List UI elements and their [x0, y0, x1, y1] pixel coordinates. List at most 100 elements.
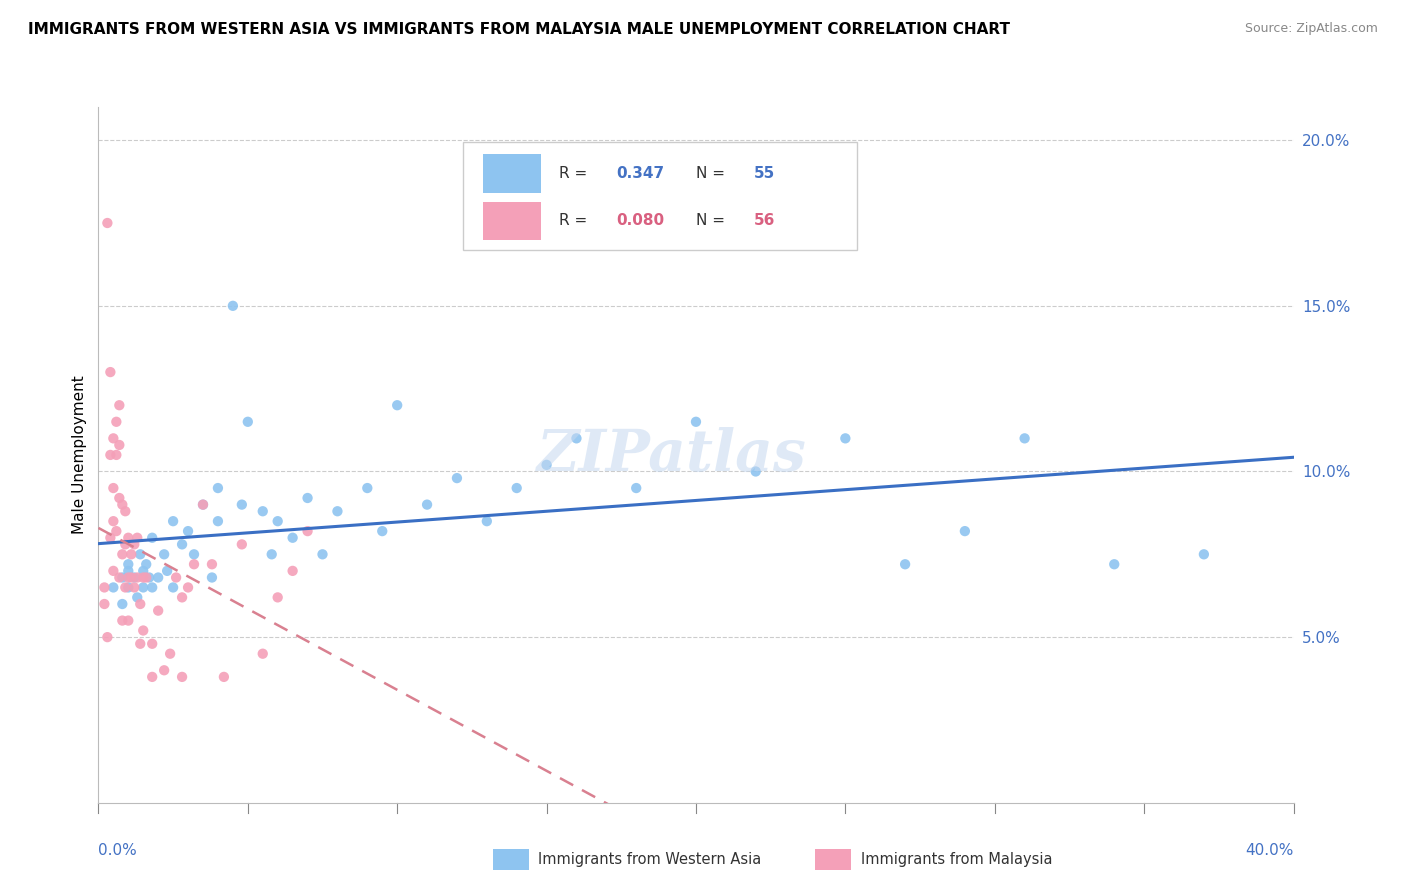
Point: [135, 558, 157, 572]
Point: [103, 431, 125, 445]
FancyBboxPatch shape: [484, 202, 540, 240]
Text: Immigrants from Western Asia: Immigrants from Western Asia: [538, 853, 762, 867]
Point: [111, 614, 134, 628]
Point: [267, 591, 290, 605]
Point: [117, 614, 139, 628]
Point: [129, 597, 152, 611]
Point: [100, 365, 122, 379]
Text: IMMIGRANTS FROM WESTERN ASIA VS IMMIGRANTS FROM MALAYSIA MALE UNEMPLOYMENT CORRE: IMMIGRANTS FROM WESTERN ASIA VS IMMIGRAN…: [28, 22, 1010, 37]
Point: [117, 570, 139, 584]
Point: [191, 498, 214, 512]
Point: [172, 591, 194, 605]
Point: [326, 504, 349, 518]
Text: 0.347: 0.347: [616, 166, 664, 181]
Point: [953, 524, 976, 538]
Point: [120, 570, 142, 584]
Point: [172, 670, 194, 684]
Point: [236, 415, 259, 429]
Point: [162, 514, 184, 528]
Point: [114, 504, 136, 518]
Point: [141, 581, 163, 595]
Text: N =: N =: [696, 213, 730, 228]
Point: [138, 570, 160, 584]
Point: [111, 597, 134, 611]
Point: [108, 570, 131, 584]
Point: [165, 570, 187, 584]
Point: [475, 514, 498, 528]
Point: [108, 491, 131, 505]
Point: [114, 537, 136, 551]
Point: [117, 558, 139, 572]
Point: [120, 547, 142, 561]
Text: ZIPatlas: ZIPatlas: [537, 426, 807, 483]
Point: [124, 537, 146, 551]
Text: 55: 55: [754, 166, 775, 181]
Point: [124, 581, 146, 595]
Point: [222, 299, 245, 313]
Text: 56: 56: [754, 213, 775, 228]
Point: [281, 564, 304, 578]
Point: [260, 547, 283, 561]
Point: [212, 670, 235, 684]
Point: [132, 624, 155, 638]
Point: [201, 570, 224, 584]
Point: [191, 498, 214, 512]
Point: [108, 398, 131, 412]
Point: [207, 481, 229, 495]
Point: [93, 597, 115, 611]
Text: R =: R =: [558, 166, 592, 181]
Text: Immigrants from Malaysia: Immigrants from Malaysia: [860, 853, 1053, 867]
Point: [834, 431, 856, 445]
Point: [446, 471, 468, 485]
Point: [124, 570, 146, 584]
Point: [103, 581, 125, 595]
Point: [177, 524, 200, 538]
Text: 0.0%: 0.0%: [98, 843, 138, 857]
Point: [114, 581, 136, 595]
Point: [177, 581, 200, 595]
Point: [103, 514, 125, 528]
Point: [111, 570, 134, 584]
Point: [153, 547, 176, 561]
Point: [127, 570, 149, 584]
Point: [93, 581, 115, 595]
Point: [1104, 558, 1126, 572]
Point: [103, 481, 125, 495]
Point: [385, 398, 409, 412]
Text: 0.080: 0.080: [616, 213, 664, 228]
Point: [356, 481, 378, 495]
Point: [100, 531, 122, 545]
Point: [1014, 431, 1036, 445]
Text: Source: ZipAtlas.com: Source: ZipAtlas.com: [1244, 22, 1378, 36]
Point: [132, 570, 155, 584]
Point: [148, 604, 170, 618]
Point: [135, 570, 157, 584]
Point: [231, 537, 253, 551]
Point: [297, 491, 319, 505]
Point: [105, 415, 128, 429]
Point: [183, 547, 205, 561]
Point: [132, 581, 155, 595]
Point: [297, 524, 319, 538]
Point: [132, 564, 155, 578]
Point: [201, 558, 224, 572]
Y-axis label: Male Unemployment: Male Unemployment: [72, 376, 87, 534]
Point: [105, 448, 128, 462]
Point: [172, 537, 194, 551]
Point: [141, 531, 163, 545]
Point: [111, 547, 134, 561]
Point: [96, 630, 118, 644]
Point: [156, 564, 179, 578]
Point: [148, 570, 170, 584]
FancyBboxPatch shape: [463, 142, 858, 250]
Point: [127, 531, 149, 545]
Text: 40.0%: 40.0%: [1246, 843, 1294, 857]
Point: [129, 547, 152, 561]
Point: [506, 481, 529, 495]
Point: [281, 531, 304, 545]
Point: [117, 581, 139, 595]
Point: [141, 637, 163, 651]
Point: [141, 670, 163, 684]
Text: R =: R =: [558, 213, 592, 228]
Point: [162, 581, 184, 595]
